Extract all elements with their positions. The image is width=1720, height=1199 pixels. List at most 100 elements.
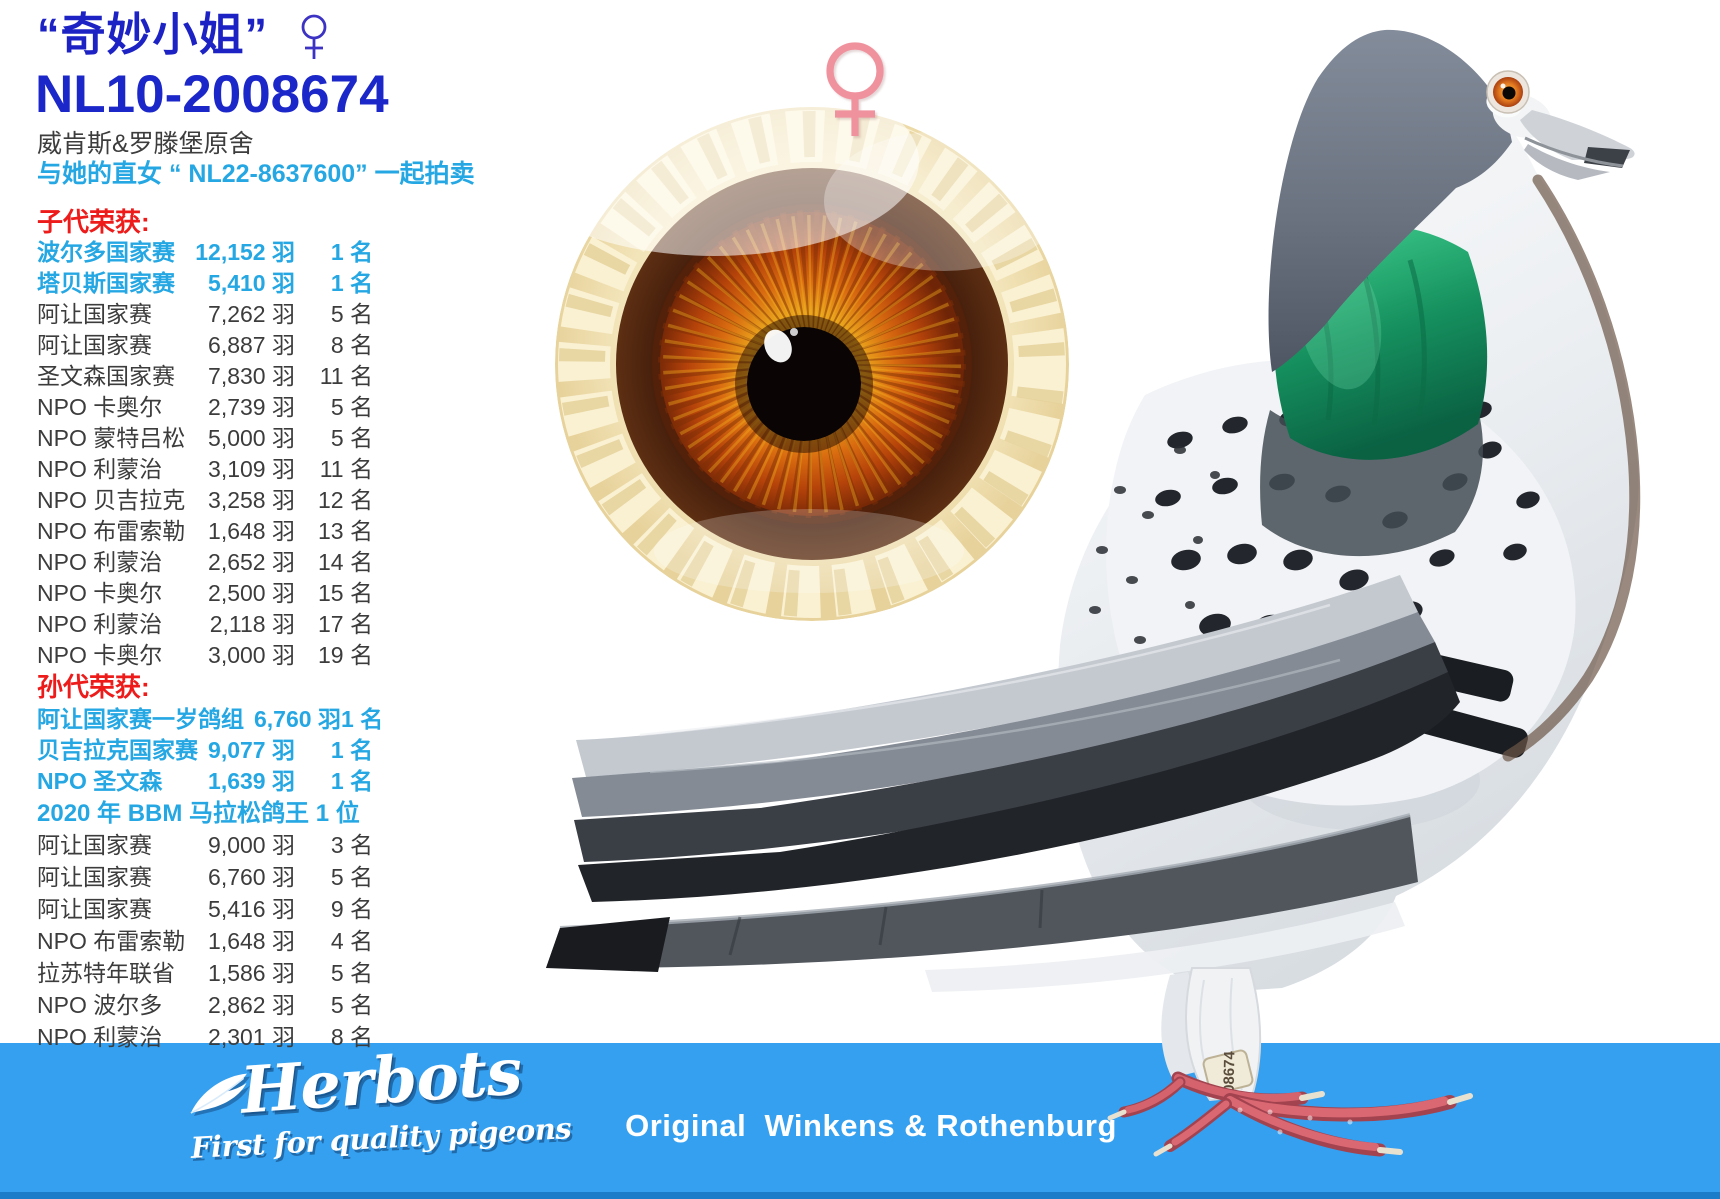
birds-count: 9,000 羽	[208, 832, 295, 858]
race-name: NPO 卡奥尔	[37, 580, 163, 606]
banner-subtitle: Original Winkens & Rothenburg	[625, 1108, 1117, 1143]
bird-eye-icon	[1486, 70, 1530, 114]
birds-count: 1,639 羽	[208, 768, 295, 794]
race-name: NPO 贝吉拉克	[37, 487, 186, 513]
banner-bottom-strip	[0, 1192, 1720, 1199]
race-rank: 1 名	[330, 768, 373, 794]
race-rank: 11 名	[319, 456, 373, 482]
birds-count: 6,760 羽	[208, 864, 295, 890]
result-row: NPO 布雷索勒 1,648 羽 13 名	[37, 512, 377, 544]
result-row: 阿让国家赛 7,262 羽 5 名	[37, 295, 377, 327]
result-row: 圣文森国家赛 7,830 羽 11 名	[37, 357, 377, 389]
title-row: “奇妙小姐”	[37, 10, 330, 62]
birds-count: 1,648 羽	[208, 928, 295, 954]
race-name: NPO 圣文森	[37, 768, 163, 794]
race-rank: 8 名	[330, 332, 373, 358]
result-row: NPO 贝吉拉克 3,258 羽 12 名	[37, 481, 377, 513]
birds-count: 1,648 羽	[208, 518, 295, 544]
race-name: NPO 卡奥尔	[37, 394, 163, 420]
grandchildren-section-title: 孙代荣获:	[37, 672, 150, 702]
birds-count: 2,500 羽	[208, 580, 295, 606]
race-name: 拉苏特年联省	[37, 960, 175, 986]
race-name: NPO 利蒙治	[37, 549, 163, 575]
race-rank: 3 名	[330, 832, 373, 858]
result-row: 阿让国家赛一岁鸽组 6,760 羽 1 名	[37, 700, 383, 732]
birds-count: 2,739 羽	[208, 394, 295, 420]
result-row: NPO 利蒙治 2,118 羽 17 名	[37, 605, 377, 637]
wing-edge	[1502, 174, 1641, 762]
race-rank: 5 名	[330, 960, 373, 986]
offspring-section-title: 子代荣获:	[37, 207, 150, 237]
race-rank: 14 名	[318, 549, 373, 575]
race-name: NPO 利蒙治	[37, 456, 163, 482]
race-name: NPO 波尔多	[37, 992, 163, 1018]
result-row: NPO 卡奥尔 2,500 羽 15 名	[37, 574, 377, 606]
pigeon-feet	[1107, 1071, 1473, 1157]
result-row: 阿让国家赛 5,416 羽 9 名	[37, 890, 377, 922]
race-name: NPO 布雷索勒	[37, 928, 186, 954]
birds-count: 2,652 羽	[208, 549, 295, 575]
birds-count: 3,109 羽	[208, 456, 295, 482]
race-name: 阿让国家赛	[37, 864, 152, 890]
race-rank: 1 名	[330, 270, 373, 296]
undertail-feather	[925, 902, 1405, 992]
race-name: NPO 利蒙治	[37, 1024, 163, 1050]
race-rank: 8 名	[330, 1024, 373, 1050]
race-name: NPO 布雷索勒	[37, 518, 186, 544]
birds-count: 6,760 羽	[254, 706, 341, 732]
race-rank: 13 名	[318, 518, 373, 544]
race-rank: 11 名	[319, 363, 373, 389]
pigeon-head	[1268, 29, 1512, 372]
result-row: NPO 利蒙治 2,652 羽 14 名	[37, 543, 377, 575]
bbm-marathon-line: 2020 年 BBM 马拉松鸽王 1 位	[37, 800, 360, 827]
race-rank: 5 名	[330, 394, 373, 420]
feather-icon	[190, 1073, 250, 1117]
pigeon-tail	[546, 815, 1418, 969]
race-rank: 5 名	[330, 301, 373, 327]
race-name: 阿让国家赛	[37, 301, 152, 327]
result-row: NPO 布雷索勒 1,648 羽 4 名	[37, 922, 377, 954]
race-name: NPO 蒙特吕松	[37, 425, 186, 451]
race-name: NPO 卡奥尔	[37, 642, 163, 668]
race-rank: 9 名	[330, 896, 373, 922]
birds-count: 5,416 羽	[208, 896, 295, 922]
leg-ring: 08674	[1202, 1049, 1254, 1095]
birds-count: 2,862 羽	[208, 992, 295, 1018]
birds-count: 2,301 羽	[208, 1024, 295, 1050]
birds-count: 5,000 羽	[208, 425, 295, 451]
race-rank: 19 名	[318, 642, 373, 668]
result-row: NPO 波尔多 2,862 羽 5 名	[37, 986, 377, 1018]
pigeon-photo: 08674	[546, 29, 1641, 1157]
loft-line: 威肯斯&罗滕堡原舍	[37, 130, 254, 158]
birds-count: 5,410 羽	[208, 270, 295, 296]
birds-count: 3,000 羽	[208, 642, 295, 668]
race-rank: 1 名	[330, 239, 373, 265]
birds-count: 3,258 羽	[208, 487, 295, 513]
race-name: 塔贝斯国家赛	[37, 270, 175, 296]
result-row: 贝吉拉克国家赛 9,077 羽 1 名	[37, 731, 377, 763]
female-symbol-icon	[826, 42, 884, 136]
pigeon-eye-photo	[555, 107, 1069, 621]
race-rank: 1 名	[330, 737, 373, 763]
result-row: NPO 卡奥尔 3,000 羽 19 名	[37, 636, 377, 668]
birds-count: 7,830 羽	[208, 363, 295, 389]
race-name: 圣文森国家赛	[37, 363, 175, 389]
birds-count: 2,118 羽	[209, 611, 295, 637]
result-row: 阿让国家赛 9,000 羽 3 名	[37, 826, 377, 858]
race-rank: 17 名	[318, 611, 373, 637]
result-row: 阿让国家赛 6,887 羽 8 名	[37, 326, 377, 358]
result-row: NPO 卡奥尔 2,739 羽 5 名	[37, 388, 377, 420]
grandchildren-top-list: 阿让国家赛一岁鸽组 6,760 羽 1 名 贝吉拉克国家赛 9,077 羽 1 …	[37, 700, 383, 794]
race-rank: 1 名	[340, 706, 384, 732]
result-row: NPO 圣文森 1,639 羽 1 名	[37, 762, 377, 794]
race-name: 阿让国家赛	[37, 832, 152, 858]
race-rank: 12 名	[318, 487, 373, 513]
female-symbol-small-icon	[301, 14, 327, 59]
bottom-banner: Herbots First for quality pigeons Origin…	[0, 1034, 1720, 1199]
race-name: 贝吉拉克国家赛	[37, 737, 198, 763]
result-row: 波尔多国家赛 12,152 羽 1 名	[37, 233, 377, 265]
offspring-results-list: 波尔多国家赛 12,152 羽 1 名 塔贝斯国家赛 5,410 羽 1 名 阿…	[37, 233, 377, 668]
birds-count: 9,077 羽	[208, 737, 295, 763]
race-name: 阿让国家赛	[37, 332, 152, 358]
race-name: 波尔多国家赛	[37, 239, 175, 265]
